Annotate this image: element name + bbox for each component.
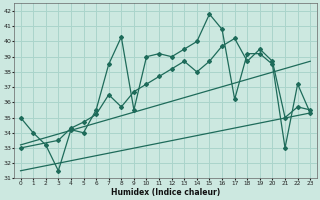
X-axis label: Humidex (Indice chaleur): Humidex (Indice chaleur): [111, 188, 220, 197]
